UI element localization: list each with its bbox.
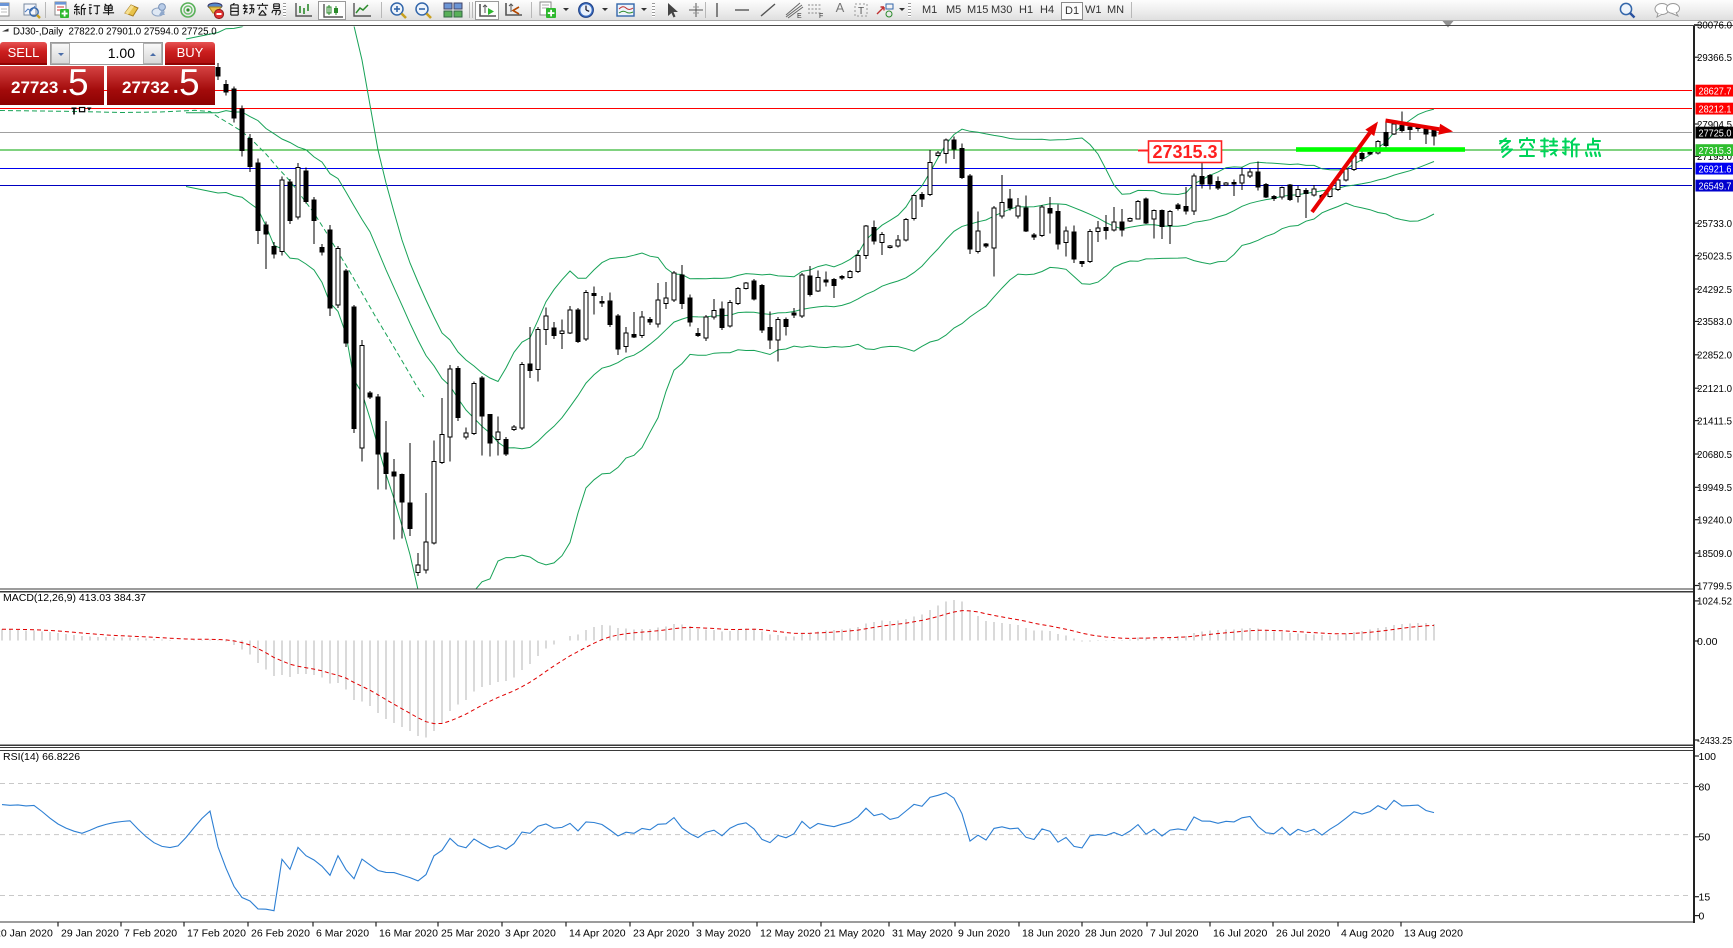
svg-text:0.00: 0.00	[1697, 636, 1718, 648]
svg-text:25 Mar 2020: 25 Mar 2020	[441, 928, 500, 940]
svg-text:22852.0: 22852.0	[1697, 350, 1732, 362]
svg-text:1024.52: 1024.52	[1697, 596, 1732, 608]
svg-text:27315.3: 27315.3	[1152, 142, 1217, 162]
svg-text:18509.0: 18509.0	[1697, 548, 1732, 560]
svg-text:-2433.25: -2433.25	[1697, 735, 1732, 747]
svg-text:7 Feb 2020: 7 Feb 2020	[124, 928, 177, 940]
svg-text:21 May 2020: 21 May 2020	[824, 928, 885, 940]
svg-text:26549.7: 26549.7	[1699, 181, 1732, 193]
svg-text:0: 0	[1699, 910, 1705, 922]
svg-text:80: 80	[1699, 781, 1711, 793]
svg-text:3 Apr 2020: 3 Apr 2020	[505, 928, 556, 940]
svg-text:12 May 2020: 12 May 2020	[760, 928, 821, 940]
svg-text:29366.5: 29366.5	[1697, 52, 1732, 64]
svg-text:7 Jul 2020: 7 Jul 2020	[1150, 928, 1199, 940]
svg-text:26921.6: 26921.6	[1699, 164, 1732, 176]
svg-text:27315.3: 27315.3	[1699, 145, 1732, 157]
svg-text:20680.5: 20680.5	[1697, 449, 1732, 461]
svg-text:30076.0: 30076.0	[1697, 20, 1732, 32]
svg-text:17799.5: 17799.5	[1697, 580, 1732, 592]
svg-text:100: 100	[1699, 751, 1717, 763]
svg-text:17 Feb 2020: 17 Feb 2020	[187, 928, 246, 940]
svg-text:3 May 2020: 3 May 2020	[696, 928, 751, 940]
svg-text:29 Jan 2020: 29 Jan 2020	[61, 928, 119, 940]
svg-text:31 May 2020: 31 May 2020	[892, 928, 953, 940]
svg-text:22121.0: 22121.0	[1697, 383, 1732, 395]
svg-text:21411.5: 21411.5	[1697, 415, 1732, 427]
svg-text:6 Mar 2020: 6 Mar 2020	[316, 928, 369, 940]
svg-text:25733.0: 25733.0	[1697, 218, 1732, 230]
svg-text:26 Feb 2020: 26 Feb 2020	[251, 928, 310, 940]
svg-text:19949.5: 19949.5	[1697, 482, 1732, 494]
svg-text:DJ30-,Daily 27822.0 27901.0 2: DJ30-,Daily 27822.0 27901.0 27594.0 2772…	[13, 27, 217, 38]
svg-text:T: T	[858, 6, 864, 17]
svg-text:15: 15	[1699, 892, 1711, 904]
svg-text:28 Jun 2020: 28 Jun 2020	[1085, 928, 1143, 940]
svg-text:14 Apr 2020: 14 Apr 2020	[569, 928, 626, 940]
svg-text:18 Jun 2020: 18 Jun 2020	[1022, 928, 1080, 940]
svg-text:20 Jan 2020: 20 Jan 2020	[0, 928, 53, 940]
svg-text:24292.5: 24292.5	[1697, 284, 1732, 296]
svg-text:E: E	[797, 13, 802, 20]
svg-text:9 Jun 2020: 9 Jun 2020	[958, 928, 1010, 940]
svg-text:27725.0: 27725.0	[1699, 128, 1732, 140]
svg-text:25023.5: 25023.5	[1697, 250, 1732, 262]
svg-text:MACD(12,26,9) 413.03 384.37: MACD(12,26,9) 413.03 384.37	[3, 592, 146, 604]
svg-text:F: F	[819, 13, 823, 20]
svg-text:23583.0: 23583.0	[1697, 316, 1732, 328]
svg-text:19240.0: 19240.0	[1697, 515, 1732, 527]
svg-text:28627.7: 28627.7	[1699, 86, 1732, 98]
svg-text:28212.1: 28212.1	[1699, 104, 1732, 116]
svg-text:16 Mar 2020: 16 Mar 2020	[379, 928, 438, 940]
svg-text:4 Aug 2020: 4 Aug 2020	[1341, 928, 1394, 940]
svg-text:23 Apr 2020: 23 Apr 2020	[633, 928, 690, 940]
svg-text:RSI(14) 66.8226: RSI(14) 66.8226	[3, 751, 80, 763]
svg-text:50: 50	[1699, 832, 1711, 844]
svg-text:26 Jul 2020: 26 Jul 2020	[1276, 928, 1330, 940]
svg-text:13 Aug 2020: 13 Aug 2020	[1404, 928, 1463, 940]
svg-text:16 Jul 2020: 16 Jul 2020	[1213, 928, 1267, 940]
